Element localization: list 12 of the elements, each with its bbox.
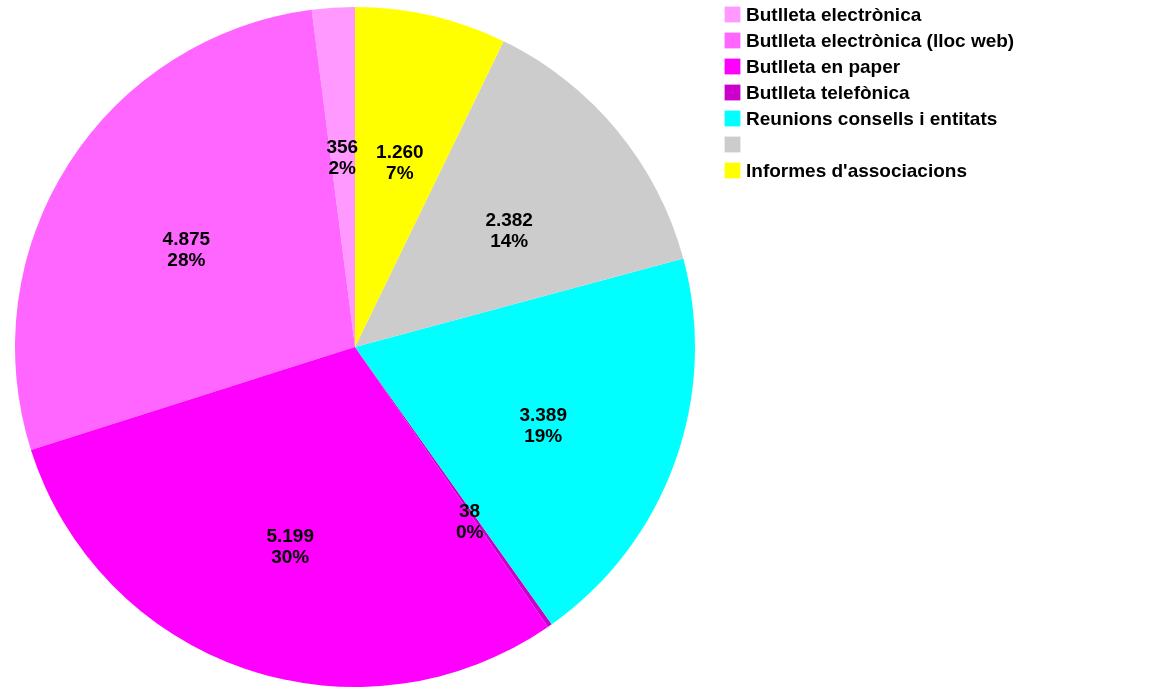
legend-label: Butlleta en paper [746, 55, 901, 77]
data-label: 5.199 30% [266, 525, 314, 568]
legend-label: Butlleta electrònica [746, 3, 922, 25]
data-label: 1.260 7% [376, 141, 424, 184]
legend-label: Reunions consells i entitats [746, 107, 998, 129]
legend-label: Butlleta electrònica (lloc web) [746, 29, 1015, 51]
data-label: 4.875 28% [162, 228, 211, 271]
legend-label: Butlleta telefònica [746, 81, 911, 103]
data-label: 3.389 19% [519, 403, 567, 446]
pie-slice [355, 258, 695, 625]
legend-label: Informes d'associacions [746, 159, 967, 181]
data-label: 2.382 14% [485, 208, 533, 251]
